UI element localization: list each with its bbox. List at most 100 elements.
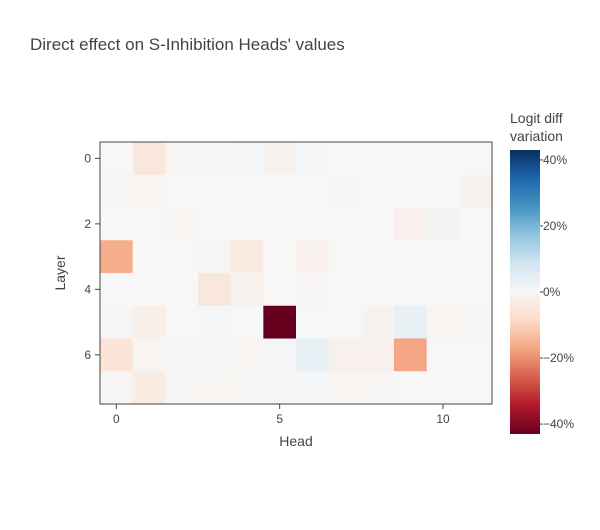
heatmap-cell (296, 338, 330, 372)
x-axis: 0 5 10 (113, 404, 450, 426)
x-tick-label: 5 (276, 412, 283, 426)
heatmap-cell (361, 371, 395, 405)
heatmap-cell (394, 207, 428, 241)
heatmap-cell (100, 338, 134, 372)
heatmap-cell (165, 142, 199, 176)
heatmap-cell (426, 305, 460, 340)
heatmap-cell (361, 273, 395, 307)
heatmap-cell (296, 371, 330, 405)
heatmap-cell (361, 207, 395, 241)
heatmap-cell (100, 174, 134, 209)
chart-title: Direct effect on S-Inhibition Heads' val… (30, 35, 345, 54)
heatmap-cell (100, 142, 134, 176)
heatmap-cell (198, 371, 232, 405)
heatmap-cell (230, 305, 264, 340)
heatmap-cell (394, 305, 428, 340)
heatmap-cell (459, 240, 493, 274)
heatmap-cell (459, 338, 493, 372)
heatmap-cell (459, 371, 493, 405)
heatmap-cell (426, 142, 460, 176)
heatmap-cell (198, 338, 232, 372)
colorbar-tick-label: −40% (543, 417, 574, 431)
heatmap-cell (296, 207, 330, 241)
heatmap-cell (296, 305, 330, 340)
heatmap-cell (361, 240, 395, 274)
heatmap-cell (263, 338, 297, 372)
heatmap-cell (263, 142, 297, 176)
y-tick-label: 4 (84, 282, 91, 296)
heatmap-cell (132, 338, 166, 372)
heatmap-cell (459, 142, 493, 176)
heatmap-cell (328, 273, 362, 307)
heatmap-cell (100, 273, 134, 307)
heatmap-cell (459, 305, 493, 340)
colorbar-tick-label: 20% (543, 219, 567, 233)
heatmap-cell (296, 240, 330, 274)
heatmap-cell (426, 273, 460, 307)
heatmap-cell (328, 174, 362, 209)
colorbar-gradient (510, 150, 540, 434)
heatmap-cell (230, 273, 264, 307)
heatmap-cell (394, 240, 428, 274)
y-axis-title: Layer (52, 255, 68, 290)
heatmap-cell (361, 338, 395, 372)
heatmap-cell (198, 273, 232, 307)
heatmap-cell (100, 207, 134, 241)
y-axis: 0 2 4 6 (84, 151, 100, 362)
heatmap-cell (230, 142, 264, 176)
heatmap-cell (361, 142, 395, 176)
colorbar-tick-label: −20% (543, 351, 574, 365)
heatmap-cell (328, 338, 362, 372)
heatmap-cell (100, 371, 134, 405)
heatmap-cell (263, 371, 297, 405)
x-tick-label: 10 (436, 412, 450, 426)
heatmap-cell (230, 174, 264, 209)
heatmap-cell (394, 142, 428, 176)
heatmap-cell (165, 174, 199, 209)
heatmap-cell (165, 338, 199, 372)
heatmap-cell (165, 305, 199, 340)
y-tick-label: 0 (84, 151, 91, 165)
heatmap-cell (230, 338, 264, 372)
heatmap-cell (198, 207, 232, 241)
heatmap-cells (100, 142, 493, 405)
heatmap-cell (328, 142, 362, 176)
heatmap-cell (263, 174, 297, 209)
heatmap-cell (132, 305, 166, 340)
heatmap-cell (394, 371, 428, 405)
heatmap-cell (132, 240, 166, 274)
x-tick-label: 0 (113, 412, 120, 426)
heatmap-cell (263, 240, 297, 274)
heatmap-cell (230, 240, 264, 274)
heatmap-cell (165, 240, 199, 274)
heatmap-cell (198, 142, 232, 176)
heatmap-cell (100, 240, 134, 274)
heatmap-cell (198, 174, 232, 209)
plot-frame (99, 141, 493, 405)
heatmap-cell (296, 142, 330, 176)
y-tick-label: 6 (84, 348, 91, 362)
heatmap-cell (263, 273, 297, 307)
heatmap-cell (328, 371, 362, 405)
heatmap-cell (230, 207, 264, 241)
heatmap-cell (394, 174, 428, 209)
colorbar-title-line-2: variation (510, 128, 563, 144)
heatmap-cell (132, 174, 166, 209)
heatmap-cell (426, 240, 460, 274)
heatmap-cell (165, 371, 199, 405)
heatmap-cell (296, 174, 330, 209)
heatmap-cell (198, 240, 232, 274)
colorbar-tick-label: 0% (543, 285, 561, 299)
heatmap-cell (328, 240, 362, 274)
heatmap-cell (426, 174, 460, 209)
heatmap-cell (394, 273, 428, 307)
heatmap-cell (394, 338, 428, 372)
heatmap-cell (263, 305, 297, 340)
heatmap-cell (132, 142, 166, 176)
heatmap-cell (132, 273, 166, 307)
heatmap-cell (459, 174, 493, 209)
heatmap-cell (328, 305, 362, 340)
heatmap-cell (296, 273, 330, 307)
heatmap-cell (426, 338, 460, 372)
